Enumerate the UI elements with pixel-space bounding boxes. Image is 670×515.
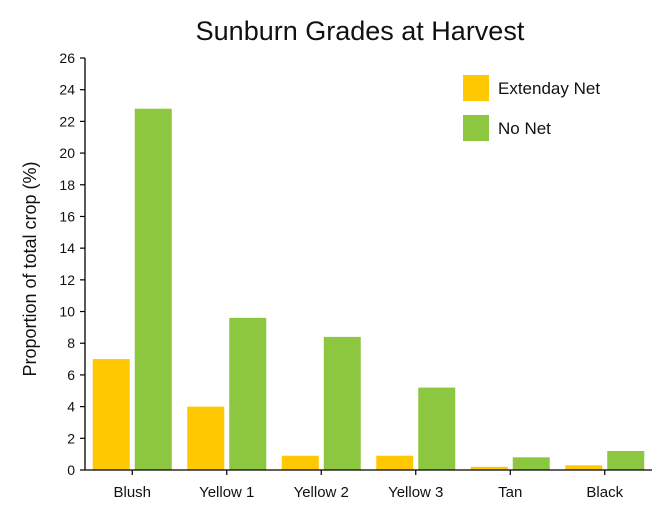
x-tick-label: Tan — [498, 484, 522, 501]
bar-no-net-yellow-2 — [323, 336, 361, 470]
y-tick-label: 8 — [67, 335, 75, 351]
bar-extenday-net-yellow-3 — [376, 455, 414, 470]
y-tick-label: 4 — [67, 399, 75, 415]
legend-swatch — [463, 115, 489, 141]
bar-no-net-yellow-1 — [229, 317, 267, 470]
bar-extenday-net-yellow-2 — [281, 455, 319, 470]
y-tick-label: 6 — [67, 367, 75, 383]
bar-extenday-net-blush — [92, 359, 130, 470]
y-tick-label: 14 — [59, 240, 75, 256]
bar-no-net-tan — [512, 457, 550, 470]
y-tick-label: 24 — [59, 82, 75, 98]
bar-no-net-black — [607, 450, 645, 470]
legend: Extenday Net No Net — [463, 75, 600, 141]
x-tick-label: Yellow 3 — [388, 484, 443, 501]
legend-label: No Net — [498, 119, 551, 138]
bar-extenday-net-black — [565, 465, 603, 470]
y-tick-label: 2 — [67, 430, 75, 446]
y-axis-label: Proportion of total crop (%) — [20, 161, 40, 376]
y-tick-label: 16 — [59, 208, 75, 224]
x-tick-label: Yellow 2 — [294, 484, 349, 501]
x-tick-label: Blush — [113, 484, 151, 501]
bar-no-net-blush — [134, 108, 172, 470]
chart-title: Sunburn Grades at Harvest — [196, 16, 525, 46]
y-tick-label: 22 — [59, 113, 75, 129]
x-tick-label: Yellow 1 — [199, 484, 254, 501]
x-tick-label: Black — [586, 484, 623, 501]
y-tick-label: 20 — [59, 145, 75, 161]
legend-swatch — [463, 75, 489, 101]
legend-label: Extenday Net — [498, 79, 600, 98]
y-tick-label: 12 — [59, 272, 75, 288]
bar-extenday-net-tan — [470, 466, 508, 470]
y-tick-label: 26 — [59, 50, 75, 66]
bar-extenday-net-yellow-1 — [187, 406, 225, 470]
y-tick-label: 10 — [59, 304, 75, 320]
bar-no-net-yellow-3 — [418, 387, 456, 470]
y-tick-label: 0 — [67, 462, 75, 478]
y-tick-label: 18 — [59, 177, 75, 193]
